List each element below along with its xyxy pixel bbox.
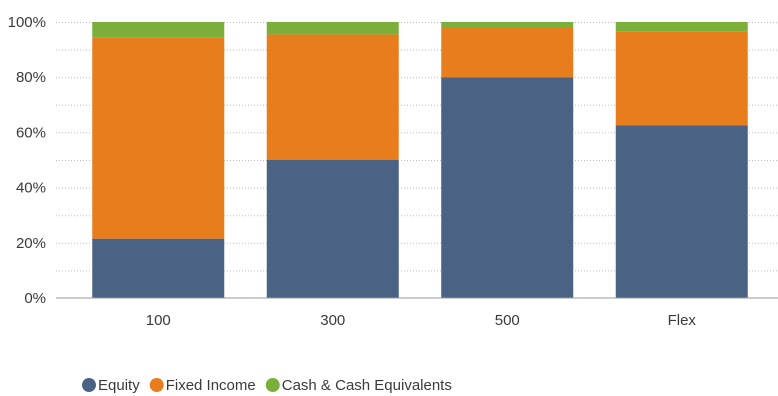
bar-segment-equity bbox=[615, 125, 748, 298]
bar-segment-equity bbox=[92, 238, 225, 298]
y-tick-label: 100% bbox=[8, 14, 46, 31]
x-tick-label: 500 bbox=[495, 312, 520, 329]
x-axis-tick-labels: 100 300 500 Flex bbox=[146, 312, 697, 329]
y-axis-tick-labels: 0% 20% 40% 60% 80% 100% bbox=[8, 14, 46, 307]
bar-segment-cash-cash-equivalents bbox=[441, 22, 574, 28]
x-tick-label: 100 bbox=[146, 312, 171, 329]
legend-label: Cash & Cash Equivalents bbox=[282, 377, 452, 394]
x-tick-label: Flex bbox=[668, 312, 697, 329]
legend-swatch bbox=[265, 378, 280, 392]
bar-segment-equity bbox=[266, 160, 399, 298]
bar-segment-fixed-income bbox=[615, 31, 748, 126]
y-tick-label: 20% bbox=[16, 235, 46, 252]
x-tick-label: 300 bbox=[320, 312, 345, 329]
y-tick-label: 40% bbox=[16, 180, 46, 197]
legend: Equity Fixed Income Cash & Cash Equivalent… bbox=[82, 377, 452, 394]
y-tick-label: 80% bbox=[16, 69, 46, 86]
bar-segment-fixed-income bbox=[266, 34, 399, 160]
legend-swatch bbox=[149, 378, 164, 392]
y-tick-label: 60% bbox=[16, 124, 46, 141]
bar-segment-fixed-income bbox=[441, 27, 574, 78]
legend-label: Equity bbox=[98, 377, 140, 394]
y-tick-label: 0% bbox=[24, 290, 46, 307]
bar-segment-fixed-income bbox=[92, 37, 225, 239]
bar-segment-cash-cash-equivalents bbox=[266, 22, 399, 35]
bar-segment-equity bbox=[441, 77, 574, 298]
legend-label: Fixed Income bbox=[166, 377, 256, 394]
bar-segment-cash-cash-equivalents bbox=[615, 22, 748, 32]
bar-segment-cash-cash-equivalents bbox=[92, 22, 225, 38]
legend-swatch bbox=[82, 378, 96, 392]
bars bbox=[92, 22, 748, 298]
